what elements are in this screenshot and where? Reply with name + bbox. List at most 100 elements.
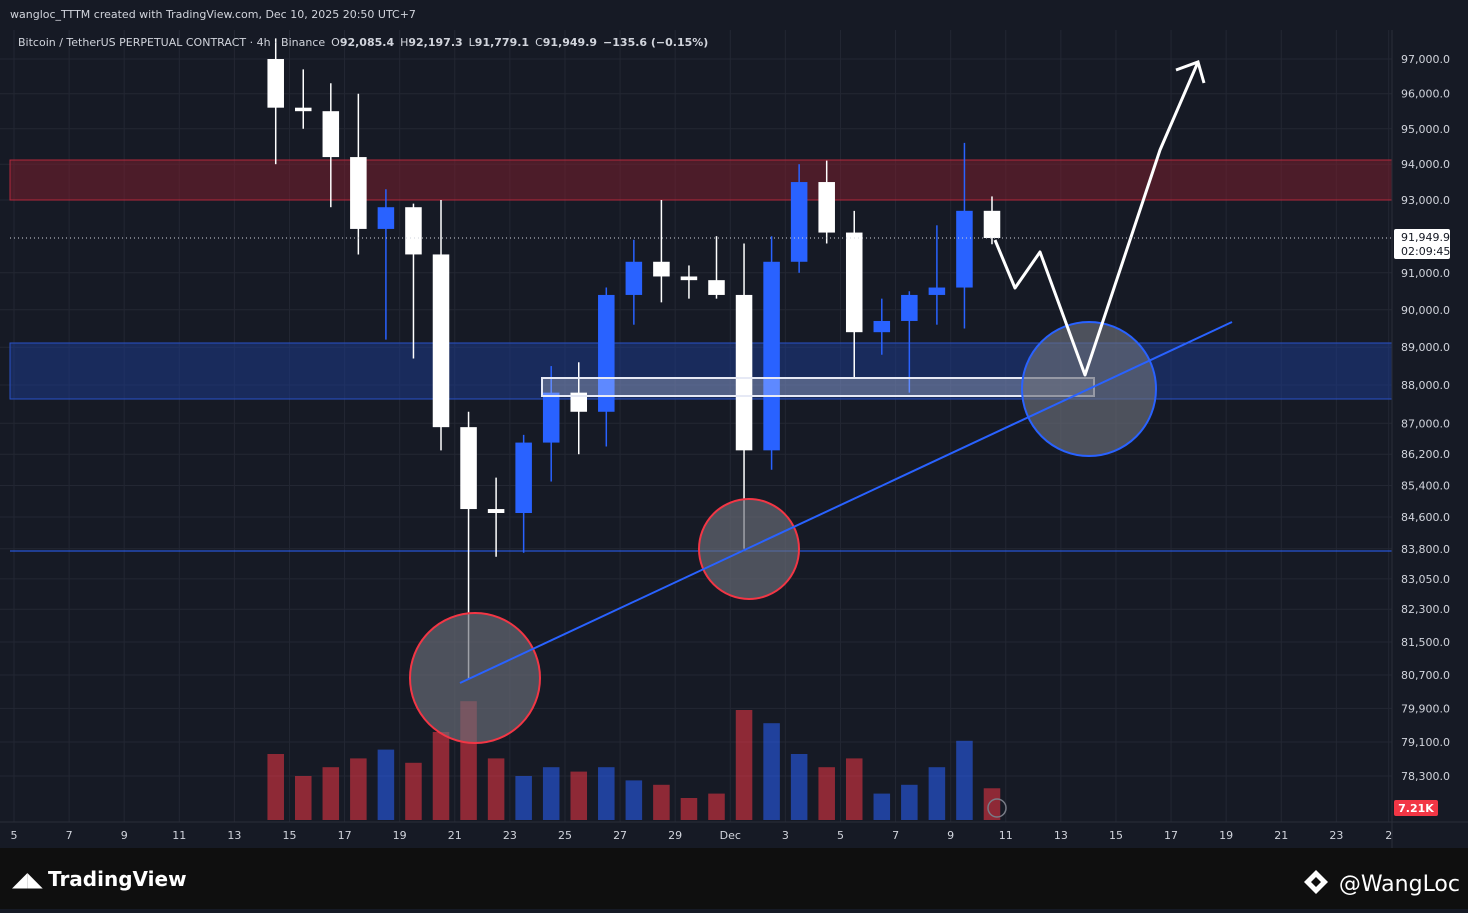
volume-bar [790,754,808,820]
c-label: C [535,36,543,49]
y-tick-label: 85,400.0 [1401,479,1450,492]
candle-body [901,294,918,321]
candle-body [653,261,670,277]
volume-bar [294,776,312,820]
c-value: 91,949.9 [543,36,597,49]
x-tick-label: 25 [558,829,572,842]
x-tick-label: 23 [503,829,517,842]
candle-body [598,294,615,412]
x-tick-label: 5 [10,829,17,842]
candle-body [680,276,698,281]
y-tick-label: 88,000.0 [1401,379,1450,392]
h-value: 92,197.3 [408,36,462,49]
volume-bar [570,771,588,820]
red-circle [409,612,541,744]
volume-label-bg [1394,800,1438,816]
red-circle [698,498,800,600]
candle-body [956,210,973,288]
y-tick-label: 87,000.0 [1401,417,1450,430]
support-zone [9,342,1393,400]
resistance-zone [9,159,1393,201]
y-tick-label: 97,000.0 [1401,53,1450,66]
candle-body [515,442,532,514]
y-tick-label: 79,900.0 [1401,702,1450,715]
x-tick-label: 9 [121,829,128,842]
x-tick-label: 3 [782,829,789,842]
candle-body [818,182,835,233]
x-tick-label: 9 [947,829,954,842]
x-tick-label: 29 [668,829,682,842]
x-tick-label: 5 [837,829,844,842]
candle-body [294,107,312,112]
volume-bar [845,758,863,820]
y-tick-label: 79,100.0 [1401,736,1450,749]
x-tick-label: 17 [1164,829,1178,842]
candle-body [625,261,643,295]
candle-body [460,427,477,510]
footer-bar [0,848,1468,909]
volume-bar [487,758,505,820]
binance-icon [1304,870,1328,894]
volume-bar [983,788,1001,820]
x-tick-label: 27 [613,829,627,842]
range-box [541,377,1095,397]
o-label: O [331,36,340,49]
candle-body [322,111,340,158]
x-tick-label: Dec [720,829,741,842]
x-tick-label: 21 [448,829,462,842]
y-tick-label: 89,000.0 [1401,341,1450,354]
y-tick-label: 84,600.0 [1401,511,1450,524]
y-tick-label: 90,000.0 [1401,304,1450,317]
top-bar [0,0,1468,30]
volume-bar [267,754,284,820]
x-tick-label: 13 [227,829,241,842]
candle-body [735,294,753,451]
volume-bar [542,767,560,820]
x-tick-label: 13 [1054,829,1068,842]
candle-body [350,157,367,229]
last-price-label: 91,949.9 [1401,231,1450,244]
y-tick-label: 80,700.0 [1401,669,1450,682]
candle-body [405,207,422,255]
x-tick-label: 19 [1219,829,1233,842]
volume-bar [928,767,946,820]
candle-body [790,182,808,262]
author: @WangLoc [1339,872,1460,897]
volume-bar [377,749,395,820]
y-tick-label: 96,000.0 [1401,88,1450,101]
volume-bar [901,784,918,820]
y-tick-label: 94,000.0 [1401,158,1450,171]
change: −135.6 (−0.15%) [603,36,708,49]
y-tick-label: 82,300.0 [1401,603,1450,616]
y-tick-label: 81,500.0 [1401,636,1450,649]
y-tick-label: 83,050.0 [1401,573,1450,586]
o-value: 92,085.4 [340,36,395,49]
candle-body [542,392,560,443]
volume-bar [763,723,780,820]
brand-logo: ◢◣ [12,867,43,891]
volume-pane [267,701,1001,820]
x-tick-label: 15 [1109,829,1123,842]
l-value: 91,779.1 [475,36,529,49]
symbol: Bitcoin / TetherUS PERPETUAL CONTRACT · … [18,36,708,49]
trend-line [459,321,1233,684]
projection-path [993,61,1200,377]
axes: 97,000.0 96,000.0 95,000.0 94,000.0 93,000.0… [10,53,1450,842]
l-label: L [469,36,476,49]
countdown: 02:09:45 [1401,245,1450,258]
volume-bar [818,767,835,820]
volume-bar [653,784,670,820]
x-tick-label: 11 [999,829,1013,842]
volume-bar [873,793,891,820]
candle-body [763,261,780,451]
candle-body [487,509,505,514]
x-tick-label: 7 [892,829,899,842]
candle-body [570,392,588,412]
candle-body [432,254,450,428]
candle-body [377,207,395,229]
y-tick-label: 86,200.0 [1401,448,1450,461]
volume-bar [625,780,643,820]
h-label: H [400,36,408,49]
